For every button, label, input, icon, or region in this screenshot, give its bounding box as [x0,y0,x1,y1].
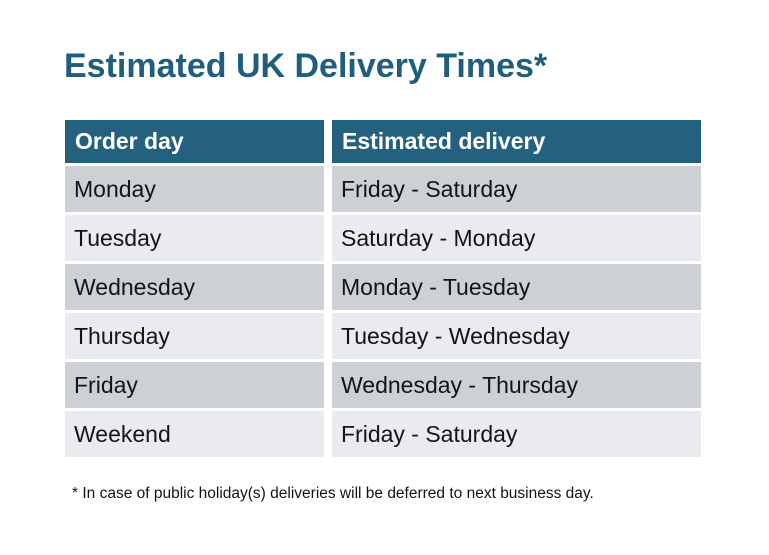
column-header-order-day: Order day [65,120,324,163]
estimated-delivery-cell: Tuesday - Wednesday [332,313,701,359]
table-row-tuesday: Tuesday Saturday - Monday [65,215,701,261]
estimated-delivery-cell: Friday - Saturday [332,411,701,457]
estimated-delivery-cell: Wednesday - Thursday [332,362,701,408]
order-day-cell: Weekend [65,411,324,457]
order-day-cell: Friday [65,362,324,408]
order-day-cell: Wednesday [65,264,324,310]
order-day-cell: Tuesday [65,215,324,261]
footnote: * In case of public holiday(s) deliverie… [72,485,594,502]
column-header-estimated-delivery: Estimated delivery [332,120,701,163]
table-header-row: Order day Estimated delivery [65,120,701,163]
estimated-delivery-cell: Monday - Tuesday [332,264,701,310]
table-row-weekend: Weekend Friday - Saturday [65,411,701,457]
delivery-times-table: Order day Estimated delivery Monday Frid… [65,120,701,457]
order-day-cell: Thursday [65,313,324,359]
table-row-monday: Monday Friday - Saturday [65,166,701,212]
table-row-thursday: Thursday Tuesday - Wednesday [65,313,701,359]
estimated-delivery-cell: Friday - Saturday [332,166,701,212]
table-row-wednesday: Wednesday Monday - Tuesday [65,264,701,310]
page-title: Estimated UK Delivery Times* [64,47,548,85]
estimated-delivery-cell: Saturday - Monday [332,215,701,261]
order-day-cell: Monday [65,166,324,212]
table-row-friday: Friday Wednesday - Thursday [65,362,701,408]
